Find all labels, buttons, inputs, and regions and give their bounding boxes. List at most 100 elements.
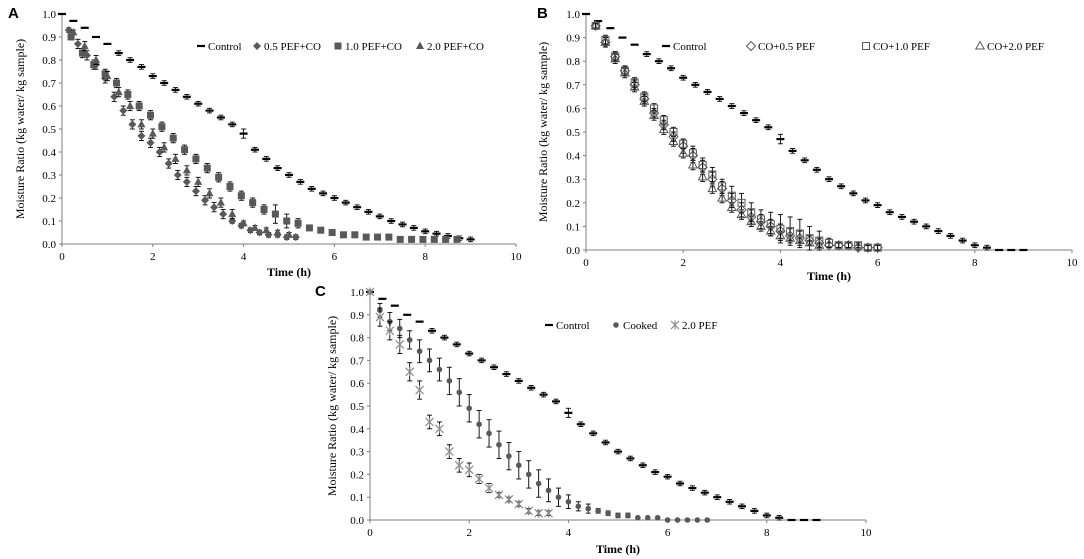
x-tick-label: 8	[764, 527, 770, 539]
legend-entry: Control	[662, 41, 707, 53]
data-point	[590, 20, 601, 30]
data-point	[669, 128, 678, 136]
y-tick-label: 0.6	[42, 101, 56, 113]
data-point	[717, 192, 728, 202]
data-point	[684, 517, 691, 523]
legend-entry: 0.5 PEF+CO	[253, 41, 321, 53]
data-point	[64, 26, 73, 35]
y-tick-label: 0.8	[350, 333, 364, 345]
legend-entry: 2.0 PEF+CO	[416, 41, 484, 53]
data-point	[615, 512, 621, 519]
data-point	[804, 237, 815, 247]
x-tick-label: 0	[583, 257, 589, 269]
data-point	[873, 243, 882, 252]
error-bar	[709, 166, 715, 183]
data-point	[454, 460, 464, 470]
series-co-0-5-pef	[590, 20, 883, 253]
legend-marker	[613, 322, 619, 328]
data-point	[285, 230, 293, 238]
data-point	[112, 79, 120, 87]
y-tick-label: 1.0	[350, 287, 364, 299]
data-point	[707, 183, 718, 193]
x-tick-label: 8	[972, 257, 978, 269]
data-point	[794, 235, 805, 245]
data-point	[755, 220, 767, 230]
data-point	[255, 228, 264, 237]
data-point	[736, 209, 747, 219]
legend-label: Control	[208, 41, 242, 53]
data-point	[535, 480, 542, 487]
data-point	[854, 241, 863, 250]
data-point	[629, 81, 640, 91]
y-tick-label: 0.7	[42, 78, 56, 90]
data-point	[688, 149, 697, 158]
series-2-0-pef-co	[69, 27, 293, 238]
data-point	[328, 229, 336, 236]
data-point	[544, 508, 553, 518]
y-tick-label: 0.2	[42, 193, 56, 205]
data-point	[69, 27, 78, 36]
legend-marker	[416, 41, 424, 49]
data-point	[484, 483, 494, 493]
data-point	[814, 239, 825, 249]
data-point	[664, 517, 671, 523]
legend-label: 2.0 PEF+CO	[427, 41, 484, 53]
series-1-0-pef-co	[67, 33, 461, 243]
data-point	[430, 235, 438, 243]
data-point	[126, 101, 135, 109]
data-point	[585, 505, 592, 512]
data-point	[210, 203, 219, 212]
data-point	[216, 198, 225, 206]
data-point	[456, 389, 463, 396]
data-point	[219, 210, 228, 219]
legend-label: CO+2.0 PEF	[987, 41, 1044, 53]
data-point	[317, 226, 325, 234]
data-point	[625, 512, 631, 519]
data-point	[201, 196, 210, 205]
data-point	[396, 325, 403, 332]
data-point	[698, 161, 707, 170]
data-point	[746, 216, 757, 226]
data-point	[239, 218, 248, 227]
legend-label: 2.0 PEF	[682, 320, 717, 332]
data-point	[679, 139, 688, 148]
data-point	[351, 231, 359, 239]
data-point	[137, 131, 146, 140]
legend-entry: Control	[197, 41, 242, 53]
legend-marker	[670, 320, 680, 330]
data-point	[494, 490, 504, 500]
x-axis-label: Time (h)	[267, 265, 311, 279]
y-tick-label: 0.7	[350, 355, 364, 367]
series-control	[366, 290, 821, 522]
y-tick-label: 0.7	[566, 80, 580, 92]
data-point	[271, 210, 279, 218]
data-point	[718, 182, 727, 191]
data-point	[619, 67, 630, 77]
data-point	[101, 70, 109, 78]
x-tick-label: 10	[511, 251, 523, 263]
legend-label: 1.0 PEF+CO	[345, 41, 402, 53]
legend-marker	[974, 40, 986, 50]
data-point	[228, 209, 237, 218]
x-tick-label: 0	[59, 251, 65, 263]
data-point	[600, 36, 611, 46]
data-point	[137, 119, 146, 128]
panel-a: A 0.0 0.1 0.2 0.3 0.4 0.5 0.6 0.7 0.8 0.9 1.0 0 2 4 6 8 1…	[8, 5, 522, 279]
data-point	[654, 514, 661, 521]
data-point	[575, 503, 582, 510]
y-axis-label: Moisture Ratio (kg water/ kg sample)	[536, 42, 550, 222]
data-point	[339, 231, 347, 239]
y-tick-label: 1.0	[566, 9, 580, 21]
data-point	[415, 385, 425, 395]
panel-c: C 0.0 0.1 0.2 0.3 0.4 0.5 0.6 0.7 0.8 0.9 1.0 0 2 4 6 8 1…	[315, 283, 872, 556]
data-point	[249, 199, 257, 207]
y-tick-label: 0.3	[42, 170, 56, 182]
error-bar	[875, 244, 881, 251]
data-point	[844, 241, 853, 250]
x-axis-label: Time (h)	[596, 542, 640, 556]
data-point	[496, 441, 502, 448]
data-point	[486, 430, 492, 437]
data-point	[639, 95, 650, 105]
x-tick-label: 8	[422, 251, 428, 263]
data-point	[103, 71, 112, 80]
